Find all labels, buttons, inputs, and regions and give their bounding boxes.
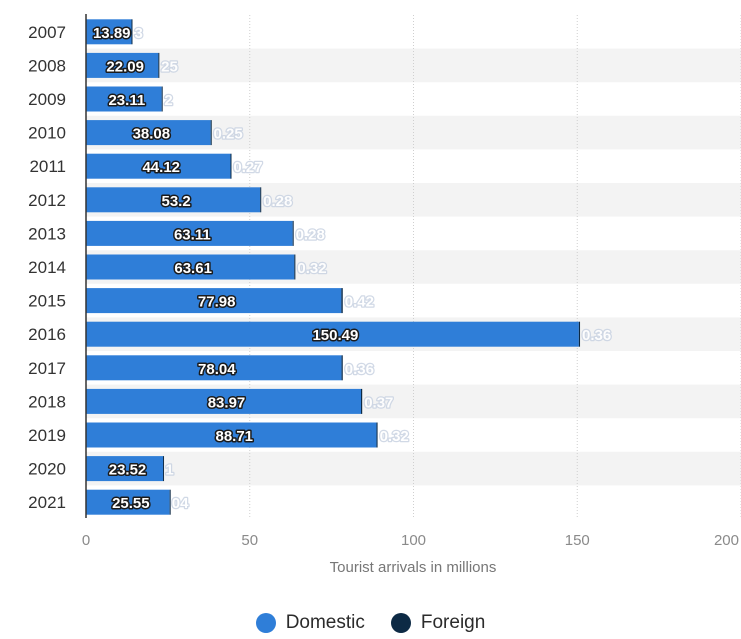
bar-foreign	[376, 422, 378, 448]
bar-domestic	[86, 388, 362, 414]
bar-domestic	[86, 153, 231, 179]
bar-foreign	[131, 19, 133, 45]
data-label-domestic: 83.97	[208, 394, 246, 411]
bar-domestic	[86, 52, 159, 78]
x-tick-label: 150	[565, 532, 590, 549]
category-labels: 2007 2008 2009 2010 2011 2012 2013 2014 2015 2016…	[28, 23, 66, 512]
data-label-foreign: 0.32	[380, 428, 409, 445]
bar-domestic	[86, 187, 261, 213]
legend-item-domestic[interactable]: Domestic	[255, 612, 365, 634]
data-label-foreign: 3	[134, 25, 142, 42]
data-label-foreign: 0.36	[345, 361, 374, 378]
category-label: 2009	[28, 90, 66, 109]
x-tick-label: 100	[401, 532, 426, 549]
category-label: 2013	[28, 224, 66, 243]
bar-domestic	[86, 355, 342, 381]
category-label: 2016	[28, 325, 66, 344]
data-label-foreign: 0.28	[263, 193, 292, 210]
category-label: 2012	[28, 191, 66, 210]
category-label: 2014	[28, 258, 66, 277]
bar-domestic	[86, 19, 132, 45]
bar-domestic	[86, 120, 211, 146]
bar-domestic	[86, 288, 342, 314]
bar-domestic	[86, 489, 170, 515]
bar-chart: 2007200820092010201120122013201420152016…	[28, 14, 741, 576]
legend-label-domestic: Domestic	[285, 612, 365, 633]
data-label-domestic: 63.11	[174, 226, 211, 243]
category-label: 2020	[28, 460, 66, 479]
data-label-domestic: 78.04	[198, 361, 236, 378]
data-labels: 13.89 3 22.09 25 23.11 2 38.08 0.25 44.12 0.27 53.…	[91, 23, 612, 513]
data-label-foreign: 0.32	[297, 260, 326, 277]
data-label-domestic: 88.71	[215, 428, 253, 445]
category-label: 2010	[28, 124, 66, 143]
data-label-foreign: 2	[164, 92, 172, 109]
x-tick-label: 0	[82, 532, 90, 549]
bar-foreign	[158, 52, 160, 78]
data-label-domestic: 13.89	[93, 25, 131, 42]
data-label-foreign: 0.37	[364, 394, 393, 411]
bar-foreign	[163, 456, 165, 482]
x-tick-label: 200	[714, 532, 739, 549]
data-label-domestic: 77.98	[198, 294, 236, 311]
data-label-foreign: 1	[165, 462, 173, 479]
category-label: 2021	[28, 493, 66, 512]
bar-domestic	[86, 321, 579, 347]
bar-foreign	[210, 120, 212, 146]
bar-domestic	[86, 220, 293, 246]
data-label-foreign: 0.28	[296, 226, 325, 243]
bar-foreign	[294, 254, 296, 280]
legend: Domestic Foreign	[0, 612, 741, 634]
bar-foreign	[361, 388, 363, 414]
bar-foreign	[341, 355, 343, 381]
bar-foreign	[169, 489, 171, 515]
category-label: 2007	[28, 23, 66, 42]
legend-label-foreign: Foreign	[420, 612, 486, 633]
bar-domestic	[86, 254, 295, 280]
legend-swatch-domestic	[255, 613, 276, 633]
category-label: 2011	[29, 157, 66, 176]
category-label: 2019	[28, 426, 66, 445]
data-label-foreign: 0.42	[345, 294, 374, 311]
bars	[86, 19, 581, 515]
category-label: 2015	[28, 292, 66, 311]
x-axis-title: Tourist arrivals in millions	[330, 559, 497, 576]
data-label-foreign: 0.27	[233, 159, 262, 176]
category-label: 2018	[28, 392, 66, 411]
data-label-domestic: 25.55	[112, 495, 150, 512]
x-tick-labels: 0 50 100 150 200	[82, 532, 739, 549]
data-label-foreign: 25	[161, 58, 178, 75]
data-label-domestic: 38.08	[133, 126, 171, 143]
data-label-domestic: 150.49	[312, 327, 358, 344]
bar-foreign	[260, 187, 262, 213]
row-stripe	[86, 48, 741, 83]
data-label-foreign: 0.36	[582, 327, 611, 344]
bar-foreign	[292, 220, 294, 246]
legend-item-foreign[interactable]: Foreign	[390, 612, 486, 634]
data-label-domestic: 53.2	[162, 193, 191, 210]
data-label-foreign: 0.25	[214, 126, 243, 143]
data-label-domestic: 63.61	[174, 260, 212, 277]
legend-swatch-foreign	[390, 613, 411, 633]
data-label-foreign: 04	[172, 495, 189, 512]
bar-domestic	[86, 86, 162, 112]
data-label-domestic: 44.12	[142, 159, 180, 176]
data-label-domestic: 23.11	[108, 92, 145, 109]
bar-foreign	[578, 321, 581, 347]
category-label: 2008	[28, 56, 66, 75]
bar-foreign	[230, 153, 232, 179]
category-label: 2017	[28, 359, 66, 378]
bar-foreign	[161, 86, 163, 112]
bar-domestic	[86, 456, 164, 482]
bar-domestic	[86, 422, 377, 448]
data-label-domestic: 22.09	[106, 58, 144, 75]
data-label-domestic: 23.52	[109, 462, 147, 479]
bar-foreign	[341, 288, 343, 314]
x-tick-label: 50	[241, 532, 258, 549]
